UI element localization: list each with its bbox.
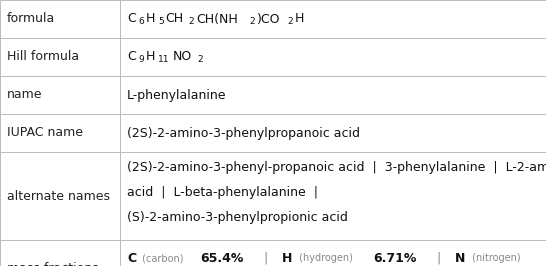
Text: (2S)-2-amino-3-phenylpropanoic acid: (2S)-2-amino-3-phenylpropanoic acid bbox=[127, 127, 360, 139]
Text: 6.71%: 6.71% bbox=[373, 252, 417, 265]
Text: 2: 2 bbox=[198, 55, 203, 64]
Text: 11: 11 bbox=[158, 55, 169, 64]
Text: 6: 6 bbox=[138, 17, 144, 26]
Text: H: H bbox=[282, 252, 293, 265]
Text: CH(NH: CH(NH bbox=[196, 13, 238, 26]
Text: (2S)-2-amino-3-phenyl-propanoic acid  |  3-phenylalanine  |  L-2-amino-3-phenylp: (2S)-2-amino-3-phenyl-propanoic acid | 3… bbox=[127, 161, 546, 174]
Text: 65.4%: 65.4% bbox=[200, 252, 244, 265]
Text: CH: CH bbox=[165, 13, 183, 26]
Text: (S)-2-amino-3-phenylpropionic acid: (S)-2-amino-3-phenylpropionic acid bbox=[127, 211, 348, 224]
Text: mass fractions: mass fractions bbox=[7, 261, 99, 266]
Text: IUPAC name: IUPAC name bbox=[7, 127, 83, 139]
Text: C: C bbox=[127, 13, 136, 26]
Text: acid  |  L-beta-phenylalanine  |: acid | L-beta-phenylalanine | bbox=[127, 186, 318, 199]
Text: C: C bbox=[127, 252, 136, 265]
Text: H: H bbox=[295, 13, 304, 26]
Text: 2: 2 bbox=[287, 17, 293, 26]
Text: )CO: )CO bbox=[257, 13, 281, 26]
Text: C: C bbox=[127, 51, 136, 64]
Text: |: | bbox=[256, 252, 276, 265]
Text: 5: 5 bbox=[158, 17, 164, 26]
Text: (hydrogen): (hydrogen) bbox=[296, 253, 355, 264]
Text: |: | bbox=[429, 252, 449, 265]
Text: name: name bbox=[7, 89, 43, 102]
Text: H: H bbox=[146, 13, 155, 26]
Text: formula: formula bbox=[7, 13, 55, 26]
Text: 2: 2 bbox=[188, 17, 194, 26]
Text: alternate names: alternate names bbox=[7, 189, 110, 202]
Text: NO: NO bbox=[173, 51, 192, 64]
Text: (carbon): (carbon) bbox=[139, 253, 186, 264]
Text: Hill formula: Hill formula bbox=[7, 51, 79, 64]
Text: H: H bbox=[146, 51, 155, 64]
Text: N: N bbox=[455, 252, 466, 265]
Text: 2: 2 bbox=[250, 17, 256, 26]
Text: L-phenylalanine: L-phenylalanine bbox=[127, 89, 227, 102]
Text: 9: 9 bbox=[138, 55, 144, 64]
Text: (nitrogen): (nitrogen) bbox=[468, 253, 520, 264]
